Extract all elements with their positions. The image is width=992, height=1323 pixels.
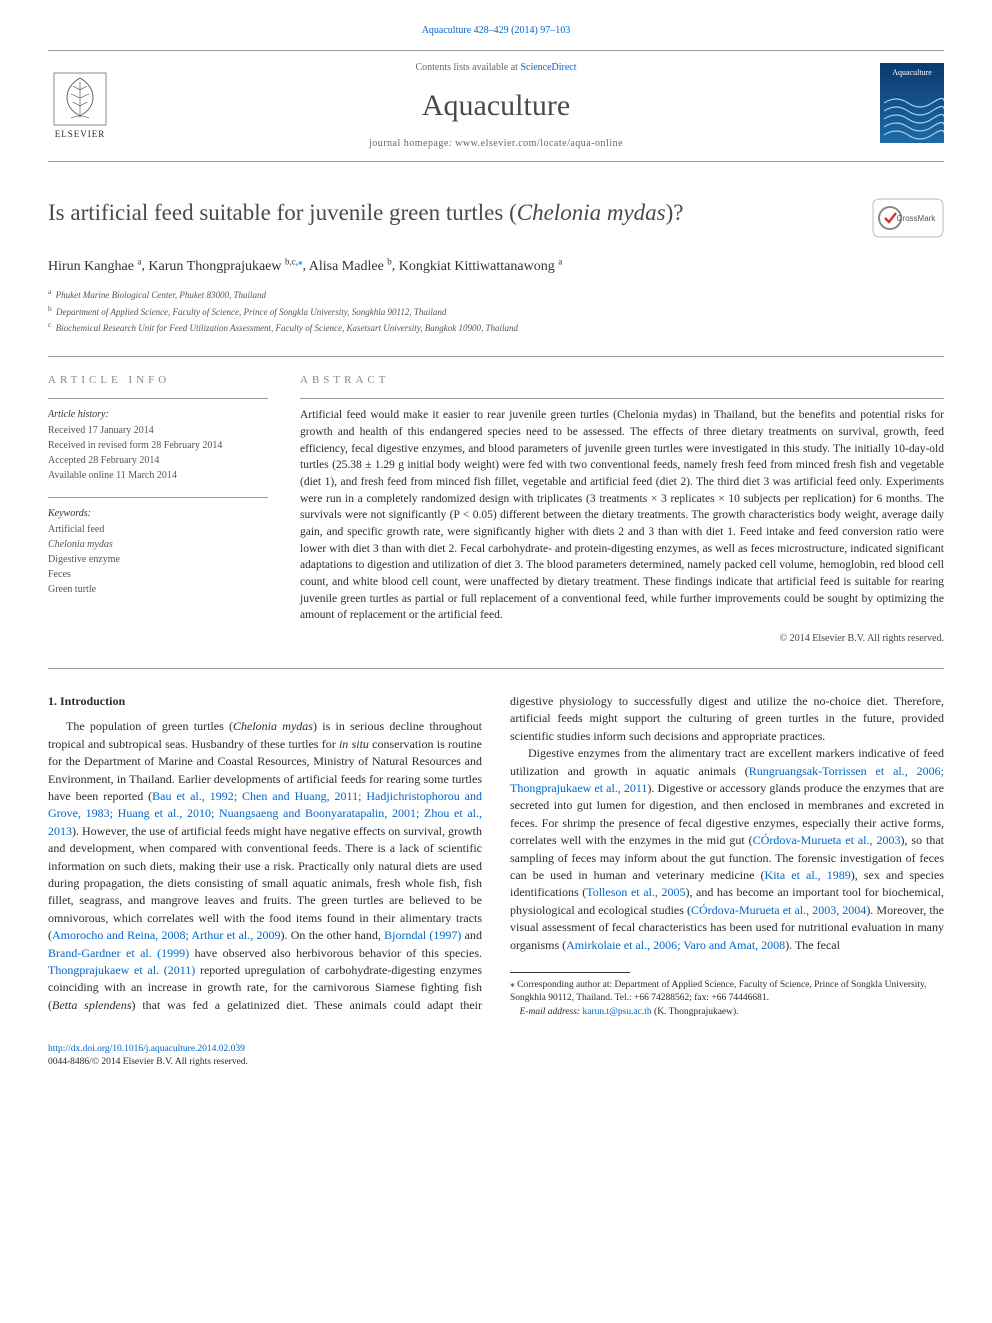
- article-info-panel: ARTICLE INFO Article history: Received 1…: [48, 373, 268, 646]
- author: Kongkiat Kittiwattanawong a: [399, 259, 562, 274]
- keywords-head: Keywords:: [48, 506, 268, 521]
- author: Alisa Madlee b: [309, 259, 392, 274]
- title-suffix: )?: [666, 200, 684, 225]
- citation-link[interactable]: Brand-Gardner et al. (1999): [48, 946, 189, 960]
- title-text: Is artificial feed suitable for juvenile…: [48, 200, 517, 225]
- svg-text:Aquaculture: Aquaculture: [892, 68, 932, 77]
- homepage-prefix: journal homepage:: [369, 138, 455, 149]
- affiliations: a Phuket Marine Biological Center, Phuke…: [48, 286, 944, 336]
- citation-link[interactable]: CÓrdova-Murueta et al., 2003, 2004: [691, 903, 866, 917]
- email-label: E-mail address:: [520, 1007, 583, 1017]
- abstract-panel: ABSTRACT Artificial feed would make it e…: [300, 373, 944, 646]
- author: Karun Thongprajukaew b,c,⁎: [148, 259, 302, 274]
- affiliation: b Department of Applied Science, Faculty…: [48, 303, 944, 320]
- paragraph: Digestive enzymes from the alimentary tr…: [510, 745, 944, 954]
- info-abstract-row: ARTICLE INFO Article history: Received 1…: [48, 373, 944, 646]
- abstract-text: Artificial feed would make it easier to …: [300, 407, 944, 624]
- citation-link[interactable]: Amirkolaie et al., 2006; Varo and Amat, …: [566, 938, 785, 952]
- rule: [48, 398, 268, 399]
- homepage-url: www.elsevier.com/locate/aqua-online: [455, 138, 623, 149]
- rule: [48, 497, 268, 498]
- journal-name: Aquaculture: [112, 85, 880, 127]
- keyword: Green turtle: [48, 582, 268, 597]
- history-line: Available online 11 March 2014: [48, 468, 268, 483]
- history-head: Article history:: [48, 407, 268, 422]
- author-list: Hirun Kanghae a, Karun Thongprajukaew b,…: [48, 255, 944, 276]
- article-info-head: ARTICLE INFO: [48, 373, 268, 388]
- keywords-block: Keywords: Artificial feed Chelonia mydas…: [48, 506, 268, 597]
- rule: [300, 398, 944, 399]
- keyword: Feces: [48, 567, 268, 582]
- history-line: Received 17 January 2014: [48, 423, 268, 438]
- top-citation-link[interactable]: Aquaculture 428–429 (2014) 97–103: [422, 25, 571, 36]
- citation-link[interactable]: Bjorndal (1997): [384, 928, 461, 942]
- masthead-center: Contents lists available at ScienceDirec…: [112, 61, 880, 151]
- affiliation: a Phuket Marine Biological Center, Phuke…: [48, 286, 944, 303]
- history-line: Accepted 28 February 2014: [48, 453, 268, 468]
- rule: [48, 356, 944, 357]
- journal-masthead: ELSEVIER Contents lists available at Sci…: [48, 50, 944, 162]
- keyword: Digestive enzyme: [48, 552, 268, 567]
- publisher-name: ELSEVIER: [55, 128, 106, 141]
- doi-link[interactable]: http://dx.doi.org/10.1016/j.aquaculture.…: [48, 1044, 245, 1054]
- footnote-rule: [510, 972, 630, 973]
- journal-cover: Aquaculture: [880, 63, 944, 148]
- affiliation: c Biochemical Research Unit for Feed Uti…: [48, 319, 944, 336]
- history-line: Received in revised form 28 February 201…: [48, 438, 268, 453]
- tree-icon: [53, 72, 107, 126]
- citation-link[interactable]: Kita et al., 1989: [765, 868, 851, 882]
- abstract-copyright: © 2014 Elsevier B.V. All rights reserved…: [300, 632, 944, 646]
- citation-link[interactable]: CÓrdova-Murueta et al., 2003: [753, 833, 901, 847]
- keyword: Chelonia mydas: [48, 537, 268, 552]
- contents-prefix: Contents lists available at: [415, 62, 520, 73]
- top-citation: Aquaculture 428–429 (2014) 97–103: [48, 24, 944, 38]
- corresponding-marker[interactable]: ⁎: [298, 256, 303, 266]
- elsevier-logo: ELSEVIER: [48, 72, 112, 141]
- citation-link[interactable]: Thongprajukaew et al. (2011): [48, 963, 195, 977]
- keyword: Artificial feed: [48, 522, 268, 537]
- crossmark-label: CrossMark: [897, 214, 937, 223]
- article-history: Article history: Received 17 January 201…: [48, 407, 268, 483]
- section-heading: 1. Introduction: [48, 693, 482, 710]
- author: Hirun Kanghae a: [48, 259, 141, 274]
- article-title: Is artificial feed suitable for juvenile…: [48, 198, 854, 228]
- contents-line: Contents lists available at ScienceDirec…: [112, 61, 880, 75]
- sciencedirect-link[interactable]: ScienceDirect: [520, 62, 576, 73]
- rule: [48, 668, 944, 669]
- crossmark-badge[interactable]: CrossMark: [854, 198, 944, 243]
- doi-block: http://dx.doi.org/10.1016/j.aquaculture.…: [48, 1043, 944, 1070]
- issn-line: 0044-8486/© 2014 Elsevier B.V. All right…: [48, 1057, 248, 1067]
- body-text: 1. Introduction The population of green …: [48, 693, 944, 1019]
- citation-link[interactable]: Amorocho and Reina, 2008; Arthur et al.,…: [52, 928, 281, 942]
- corresponding-footnote: ⁎ Corresponding author at: Department of…: [510, 979, 944, 1019]
- title-row: Is artificial feed suitable for juvenile…: [48, 198, 944, 243]
- abstract-head: ABSTRACT: [300, 373, 944, 388]
- citation-link[interactable]: Tolleson et al., 2005: [586, 885, 685, 899]
- email-link[interactable]: karun.t@psu.ac.th: [582, 1007, 651, 1017]
- title-species: Chelonia mydas: [517, 200, 666, 225]
- homepage-line: journal homepage: www.elsevier.com/locat…: [112, 137, 880, 151]
